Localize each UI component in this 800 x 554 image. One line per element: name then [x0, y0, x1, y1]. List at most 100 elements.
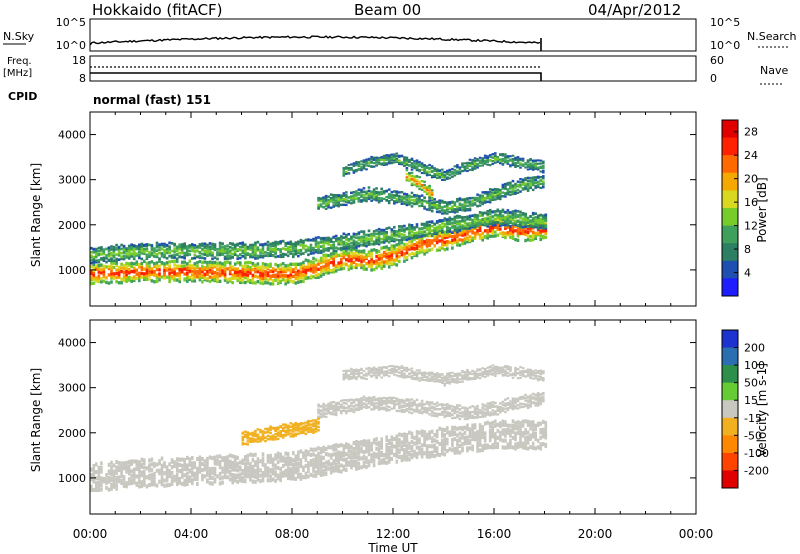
cell-power-1 [228, 251, 232, 255]
cell-power-0 [183, 264, 186, 268]
cell-velocity-0 [244, 455, 247, 460]
cell-velocity-1 [370, 396, 373, 400]
cell-power-2 [327, 195, 330, 198]
cell-power-2 [380, 192, 383, 196]
cell-power-2 [463, 200, 467, 204]
cell-velocity-0 [163, 461, 166, 466]
cell-power-3 [461, 163, 464, 166]
cell-velocity-0 [458, 436, 462, 441]
cell-velocity-0 [175, 461, 179, 466]
cell-power-0 [307, 276, 310, 280]
cell-power-2 [345, 191, 348, 194]
cell-power-1 [362, 240, 366, 243]
cell-power-3 [526, 160, 530, 163]
cell-velocity-1 [362, 405, 366, 409]
cell-power-0 [271, 279, 275, 283]
cell-velocity-1 [360, 404, 363, 408]
cell-power-2 [387, 201, 391, 205]
cell-power-3 [367, 164, 371, 167]
cell-power-0 [276, 264, 280, 268]
power-ylabel: Slant Range [km] [29, 163, 43, 267]
cell-power-0 [175, 272, 179, 276]
cell-power-1 [178, 243, 181, 247]
cell-velocity-0 [261, 474, 265, 479]
cell-power-2 [468, 204, 472, 207]
cell-power-0 [400, 253, 404, 257]
cell-power-1 [425, 233, 429, 237]
cell-velocity-0 [481, 425, 484, 430]
cell-velocity-0 [526, 440, 530, 445]
cell-velocity-0 [322, 464, 325, 469]
cell-power-0 [420, 250, 424, 254]
cell-power-1 [196, 255, 199, 259]
cell-velocity-0 [188, 478, 192, 483]
cell-power-0 [375, 250, 378, 255]
cell-power-0 [425, 238, 429, 242]
cell-power-1 [107, 246, 111, 250]
cell-power-1 [521, 225, 525, 229]
cell-velocity-0 [382, 457, 386, 462]
cell-power-0 [239, 261, 242, 265]
cell-power-2 [400, 191, 404, 194]
cell-power-0 [357, 252, 361, 256]
cell-velocity-0 [175, 457, 179, 462]
cell-power-1 [430, 220, 434, 223]
cell-power-3 [423, 164, 426, 167]
cell-power-0 [314, 269, 318, 274]
cell-power-0 [347, 256, 351, 260]
cell-power-2 [324, 202, 328, 206]
cell-power-1 [425, 220, 429, 224]
cell-power-0 [289, 273, 293, 277]
cell-power-1 [400, 227, 404, 231]
cell-power-1 [521, 213, 525, 217]
cell-power-3 [441, 174, 444, 177]
cell-power-1 [269, 244, 272, 248]
cell-power-0 [286, 268, 290, 272]
cell-power-1 [529, 221, 532, 225]
cell-power-0 [390, 250, 394, 254]
cell-power-2 [521, 178, 525, 181]
cell-power-1 [398, 239, 401, 242]
cell-velocity-0 [286, 470, 290, 475]
cell-power-1 [516, 223, 520, 227]
cell-velocity-0 [544, 435, 548, 440]
date-title: 04/Apr/2012 [588, 1, 681, 19]
cell-velocity-0 [322, 448, 325, 453]
cell-power-0 [170, 274, 174, 279]
cell-velocity-0 [254, 468, 257, 473]
cell-power-1 [226, 244, 229, 247]
cell-power-0 [228, 277, 232, 281]
cell-power-1 [365, 237, 368, 240]
cell-velocity-0 [400, 454, 404, 459]
cell-power-1 [178, 247, 181, 251]
cell-velocity-0 [132, 480, 136, 485]
cell-velocity-0 [360, 456, 363, 461]
cell-power-0 [92, 262, 96, 267]
cell-power-3 [370, 165, 373, 168]
cell-power-0 [309, 260, 313, 264]
cell-power-1 [269, 252, 272, 256]
cell-power-3 [486, 160, 489, 163]
cell-power-1 [355, 232, 358, 236]
cell-velocity-0 [423, 430, 426, 435]
cell-power-0 [314, 273, 318, 278]
cell-power-0 [107, 265, 111, 269]
cell-velocity-0 [509, 445, 512, 450]
cell-power-3 [511, 160, 515, 163]
cell-power-1 [165, 243, 169, 247]
cell-power-2 [486, 191, 489, 194]
cell-power-1 [92, 260, 96, 264]
cell-power-1 [251, 243, 255, 247]
cell-power-0 [289, 275, 293, 279]
cell-velocity-1 [387, 400, 391, 403]
cell-power-1 [239, 242, 242, 245]
cell-velocity-0 [312, 473, 315, 478]
cell-velocity-0 [476, 437, 479, 442]
cell-velocity-1 [345, 406, 348, 410]
cell-power-0 [539, 217, 542, 221]
cell-power-0 [491, 234, 495, 238]
cell-power-0 [193, 274, 197, 278]
cell-velocity-0 [365, 443, 368, 448]
cell-power-2 [529, 176, 532, 180]
cell-velocity-0 [186, 463, 189, 468]
